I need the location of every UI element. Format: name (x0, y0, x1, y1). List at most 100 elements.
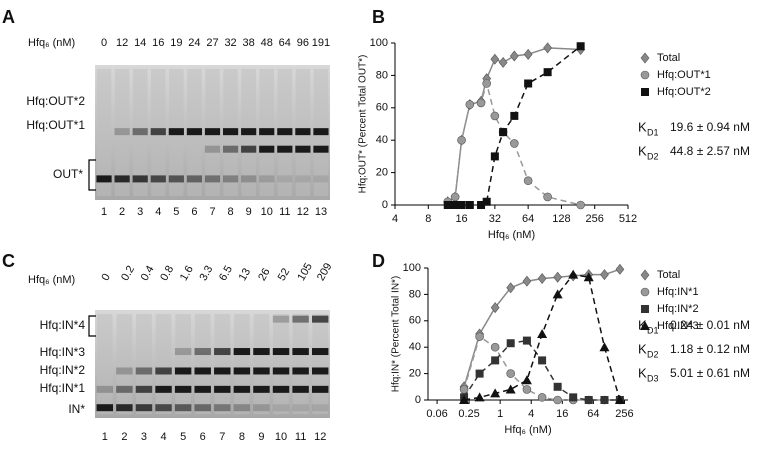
point (521, 375, 532, 385)
point (506, 282, 516, 294)
point (498, 56, 508, 68)
legend-marker (640, 269, 650, 281)
concentration-header: Hfq₆ (nM) (28, 37, 75, 49)
x-tick-label: 512 (619, 213, 637, 225)
gel-band (214, 367, 231, 375)
gel-band (214, 404, 231, 412)
gel-band (174, 385, 192, 393)
annotation-sub: D1 (647, 127, 659, 137)
gel-band (259, 128, 275, 136)
x-tick-label: 256 (586, 213, 604, 225)
concentration: 16 (152, 37, 164, 49)
y-tick-label: 100 (403, 262, 421, 274)
x-tick-label: 256 (615, 408, 633, 420)
annotation-value: 44.8 ± 2.57 nM (670, 144, 750, 158)
gel-band (272, 315, 290, 323)
point (443, 201, 452, 209)
gel-band (204, 145, 221, 153)
gel-band (292, 367, 309, 375)
gel-band (114, 128, 130, 136)
point (506, 339, 515, 348)
lane-number: 9 (246, 206, 252, 218)
annotation-value: 5.01 ± 0.61 nM (670, 366, 750, 380)
point (457, 201, 466, 209)
point (522, 336, 531, 345)
lane-number: 11 (295, 431, 306, 443)
point (475, 332, 484, 341)
point (614, 395, 625, 404)
x-tick-label: 8 (425, 213, 431, 225)
y-tick-label: 40 (376, 134, 388, 146)
point (552, 289, 563, 299)
gel-band (96, 175, 112, 183)
gel-band (295, 128, 311, 136)
y-tick-label: 60 (376, 102, 388, 114)
panel-label: C (2, 251, 15, 271)
lane-number: 8 (239, 431, 245, 443)
concentration: 0 (101, 37, 107, 49)
lane-number: 12 (297, 206, 309, 218)
gel-band (174, 348, 192, 356)
gel-band (204, 175, 221, 183)
series-line (447, 45, 582, 206)
y-tick-label: 80 (376, 69, 388, 81)
lane-number: 11 (279, 206, 290, 218)
gel-band (241, 145, 257, 153)
point (543, 192, 552, 202)
gel-band (222, 145, 239, 153)
legend-label: Total (657, 269, 680, 281)
gel-band (272, 404, 290, 412)
y-tick-label: 40 (409, 341, 421, 353)
lane (214, 314, 231, 414)
point (491, 356, 500, 365)
concentration: 14 (134, 37, 146, 49)
gel-band (194, 404, 211, 412)
concentration: 209 (315, 261, 335, 283)
x-tick-label: 0.25 (458, 408, 479, 420)
lane-number: 5 (173, 206, 179, 218)
point (476, 98, 486, 108)
legend-marker (640, 321, 650, 330)
lane (116, 314, 133, 414)
annotation-k: K (638, 341, 647, 356)
point (474, 392, 485, 402)
point (510, 111, 519, 120)
concentration: 0.4 (139, 264, 157, 283)
point (524, 79, 533, 88)
concentration: 0 (100, 272, 113, 283)
point (599, 342, 610, 352)
y-tick-label: 80 (409, 288, 421, 300)
gel-band (295, 145, 311, 153)
point (506, 369, 515, 378)
point (490, 388, 501, 398)
annotation-value: 19.6 ± 0.94 nM (670, 120, 750, 134)
lane (194, 314, 211, 414)
gel-band (233, 348, 251, 356)
lane (312, 314, 329, 414)
lane-number: 6 (191, 206, 197, 218)
gel-band (116, 385, 133, 393)
legend-label: Hfq:IN*2 (657, 303, 699, 315)
annotation-k: K (638, 317, 647, 332)
legend-label: Total (657, 52, 680, 64)
point (475, 369, 484, 378)
point (576, 200, 585, 210)
gel-band (222, 175, 239, 183)
concentration: 3.3 (197, 264, 215, 283)
annotation-sub: D3 (647, 373, 659, 383)
y-tick-label: 60 (409, 315, 421, 327)
gel-band (114, 175, 130, 183)
annotation-value: 1.18 ± 0.12 nM (670, 342, 750, 356)
lane-number: 1 (101, 206, 107, 218)
concentration: 105 (295, 261, 315, 283)
gel-band (272, 348, 290, 356)
gel-band (194, 385, 211, 393)
gel-band (132, 128, 148, 136)
point (490, 302, 500, 314)
gel-band (135, 404, 153, 412)
point (569, 393, 578, 402)
legend-marker (641, 305, 649, 313)
point (459, 395, 470, 404)
gel-band (292, 348, 309, 356)
point (615, 263, 625, 275)
